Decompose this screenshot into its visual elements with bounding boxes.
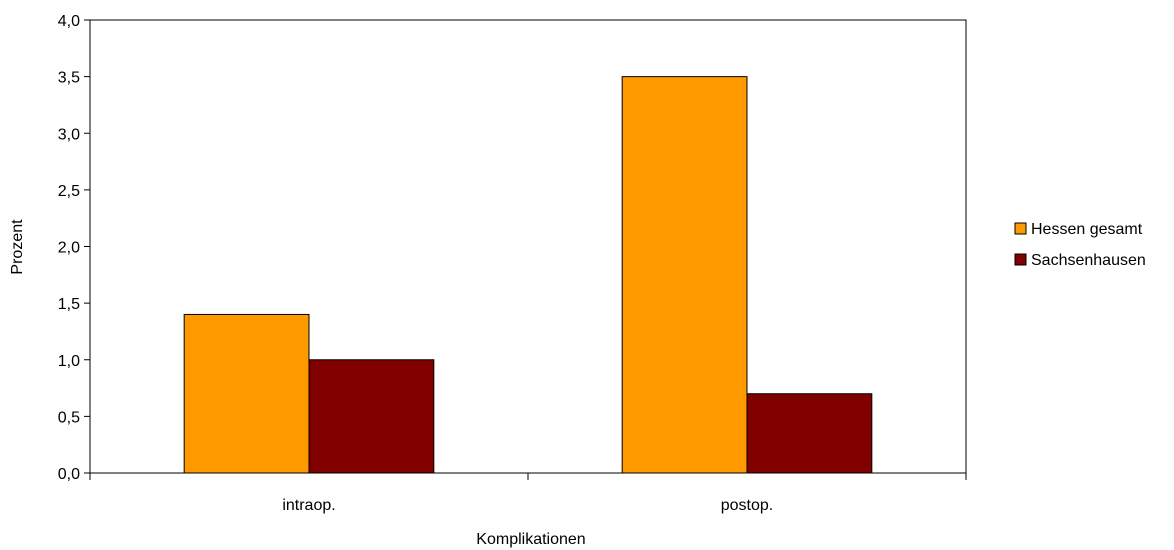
y-tick-label: 2,0 [58, 240, 80, 257]
x-axis: intraop. postop. [89, 473, 967, 514]
bar-1-0 [621, 76, 748, 474]
legend-swatch [1014, 253, 1027, 266]
y-tick-label: 3,0 [58, 126, 80, 143]
y-tick-label: 3,5 [58, 70, 80, 87]
legend-label: Hessen gesamt [1031, 221, 1143, 238]
x-tick-label: intraop. [282, 497, 335, 514]
legend-swatch [1014, 222, 1027, 235]
bar-1-1 [746, 393, 873, 474]
y-tick-label: 0,0 [58, 466, 80, 483]
y-tick-label: 1,5 [58, 296, 80, 313]
legend-label: Sachsenhausen [1031, 252, 1146, 269]
y-tick-label: 4,0 [58, 13, 80, 30]
x-tick-label: postop. [721, 497, 773, 514]
y-tick-label: 2,5 [58, 183, 80, 200]
bar-0-0 [183, 313, 310, 474]
y-tick-label: 1,0 [58, 353, 80, 370]
x-axis-title: Komplikationen [476, 531, 585, 548]
y-axis: 0,0 0,5 1,0 1,5 2,0 2,5 3,0 3,5 4,0 [58, 13, 90, 483]
y-tick-label: 0,5 [58, 409, 80, 426]
bar-0-1 [308, 359, 435, 474]
legend: Hessen gesamt Sachsenhausen [1014, 221, 1146, 269]
y-axis-title: Prozent [9, 219, 26, 275]
bars [183, 76, 873, 474]
